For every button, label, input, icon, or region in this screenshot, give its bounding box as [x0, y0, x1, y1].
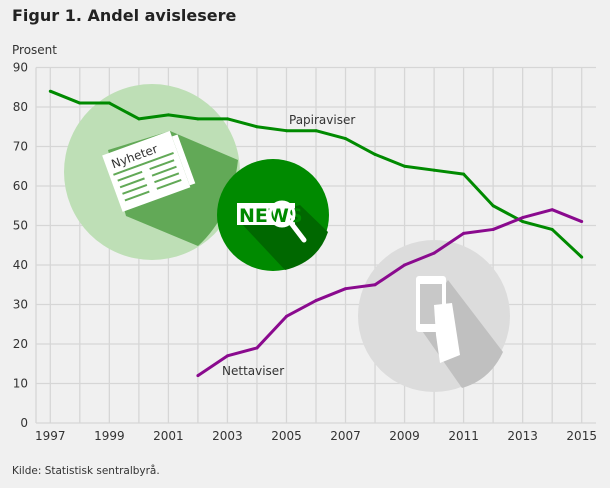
- data-point-papiraviser: [491, 204, 495, 208]
- data-point-papiraviser: [48, 89, 52, 93]
- y-tick-label: 70: [13, 140, 28, 154]
- data-point-nettaviser: [344, 287, 348, 291]
- data-point-nettaviser: [403, 263, 407, 267]
- chart-title: Figur 1. Andel avislesere: [12, 6, 237, 25]
- series-line-nettaviser: [197, 208, 583, 377]
- x-tick-label: 2015: [566, 429, 597, 443]
- newspaper-icon: Nyheter: [64, 84, 240, 260]
- data-point-papiraviser: [78, 101, 82, 105]
- source-note: Kilde: Statistisk sentralbyrå.: [12, 465, 160, 477]
- y-tick-label: 80: [13, 100, 28, 114]
- data-point-nettaviser: [491, 227, 495, 231]
- data-point-papiraviser: [107, 101, 111, 105]
- data-point-nettaviser: [255, 346, 259, 350]
- data-point-nettaviser: [225, 354, 229, 358]
- series-label-nettaviser: Nettaviser: [222, 364, 284, 378]
- x-tick-label: 2005: [271, 429, 302, 443]
- y-tick-label: 50: [13, 219, 28, 233]
- data-point-papiraviser: [550, 227, 554, 231]
- news-magnifier-icon: NEWS: [217, 159, 329, 271]
- data-point-nettaviser: [373, 283, 377, 287]
- data-point-papiraviser: [137, 117, 141, 121]
- data-point-papiraviser: [314, 129, 318, 133]
- data-point-papiraviser: [580, 255, 584, 259]
- data-point-papiraviser: [284, 129, 288, 133]
- data-point-nettaviser: [462, 231, 466, 235]
- data-point-nettaviser: [580, 220, 584, 224]
- data-point-papiraviser: [166, 113, 170, 117]
- y-tick-label: 30: [13, 298, 28, 312]
- data-point-papiraviser: [373, 152, 377, 156]
- y-tick-label: 40: [13, 258, 28, 272]
- data-point-nettaviser: [196, 374, 200, 378]
- y-axis-label: Prosent: [12, 43, 57, 57]
- smartphone-hand-icon: [358, 240, 510, 392]
- data-point-nettaviser: [284, 314, 288, 318]
- data-point-papiraviser: [344, 137, 348, 141]
- x-tick-label: 1999: [94, 429, 125, 443]
- data-point-papiraviser: [196, 117, 200, 121]
- data-point-nettaviser: [550, 208, 554, 212]
- y-tick-label: 0: [20, 416, 28, 430]
- x-tick-label: 2011: [448, 429, 479, 443]
- y-tick-label: 60: [13, 179, 28, 193]
- data-point-nettaviser: [314, 299, 318, 303]
- data-point-papiraviser: [432, 168, 436, 172]
- data-point-papiraviser: [462, 172, 466, 176]
- data-point-papiraviser: [225, 117, 229, 121]
- y-tick-label: 10: [13, 377, 28, 391]
- x-tick-label: 2013: [507, 429, 538, 443]
- data-point-nettaviser: [521, 216, 525, 220]
- data-point-papiraviser: [521, 220, 525, 224]
- x-tick-label: 2001: [153, 429, 184, 443]
- y-tick-label: 90: [13, 61, 28, 75]
- x-tick-label: 2003: [212, 429, 243, 443]
- x-tick-label: 2007: [330, 429, 361, 443]
- x-tick-label: 1997: [35, 429, 66, 443]
- data-point-papiraviser: [255, 125, 259, 129]
- x-tick-label: 2009: [389, 429, 420, 443]
- series-label-papiraviser: Papiraviser: [289, 113, 355, 127]
- illustrations: Nyheter NEWS: [64, 84, 510, 392]
- data-point-papiraviser: [403, 164, 407, 168]
- y-tick-label: 20: [13, 337, 28, 351]
- data-point-nettaviser: [432, 251, 436, 255]
